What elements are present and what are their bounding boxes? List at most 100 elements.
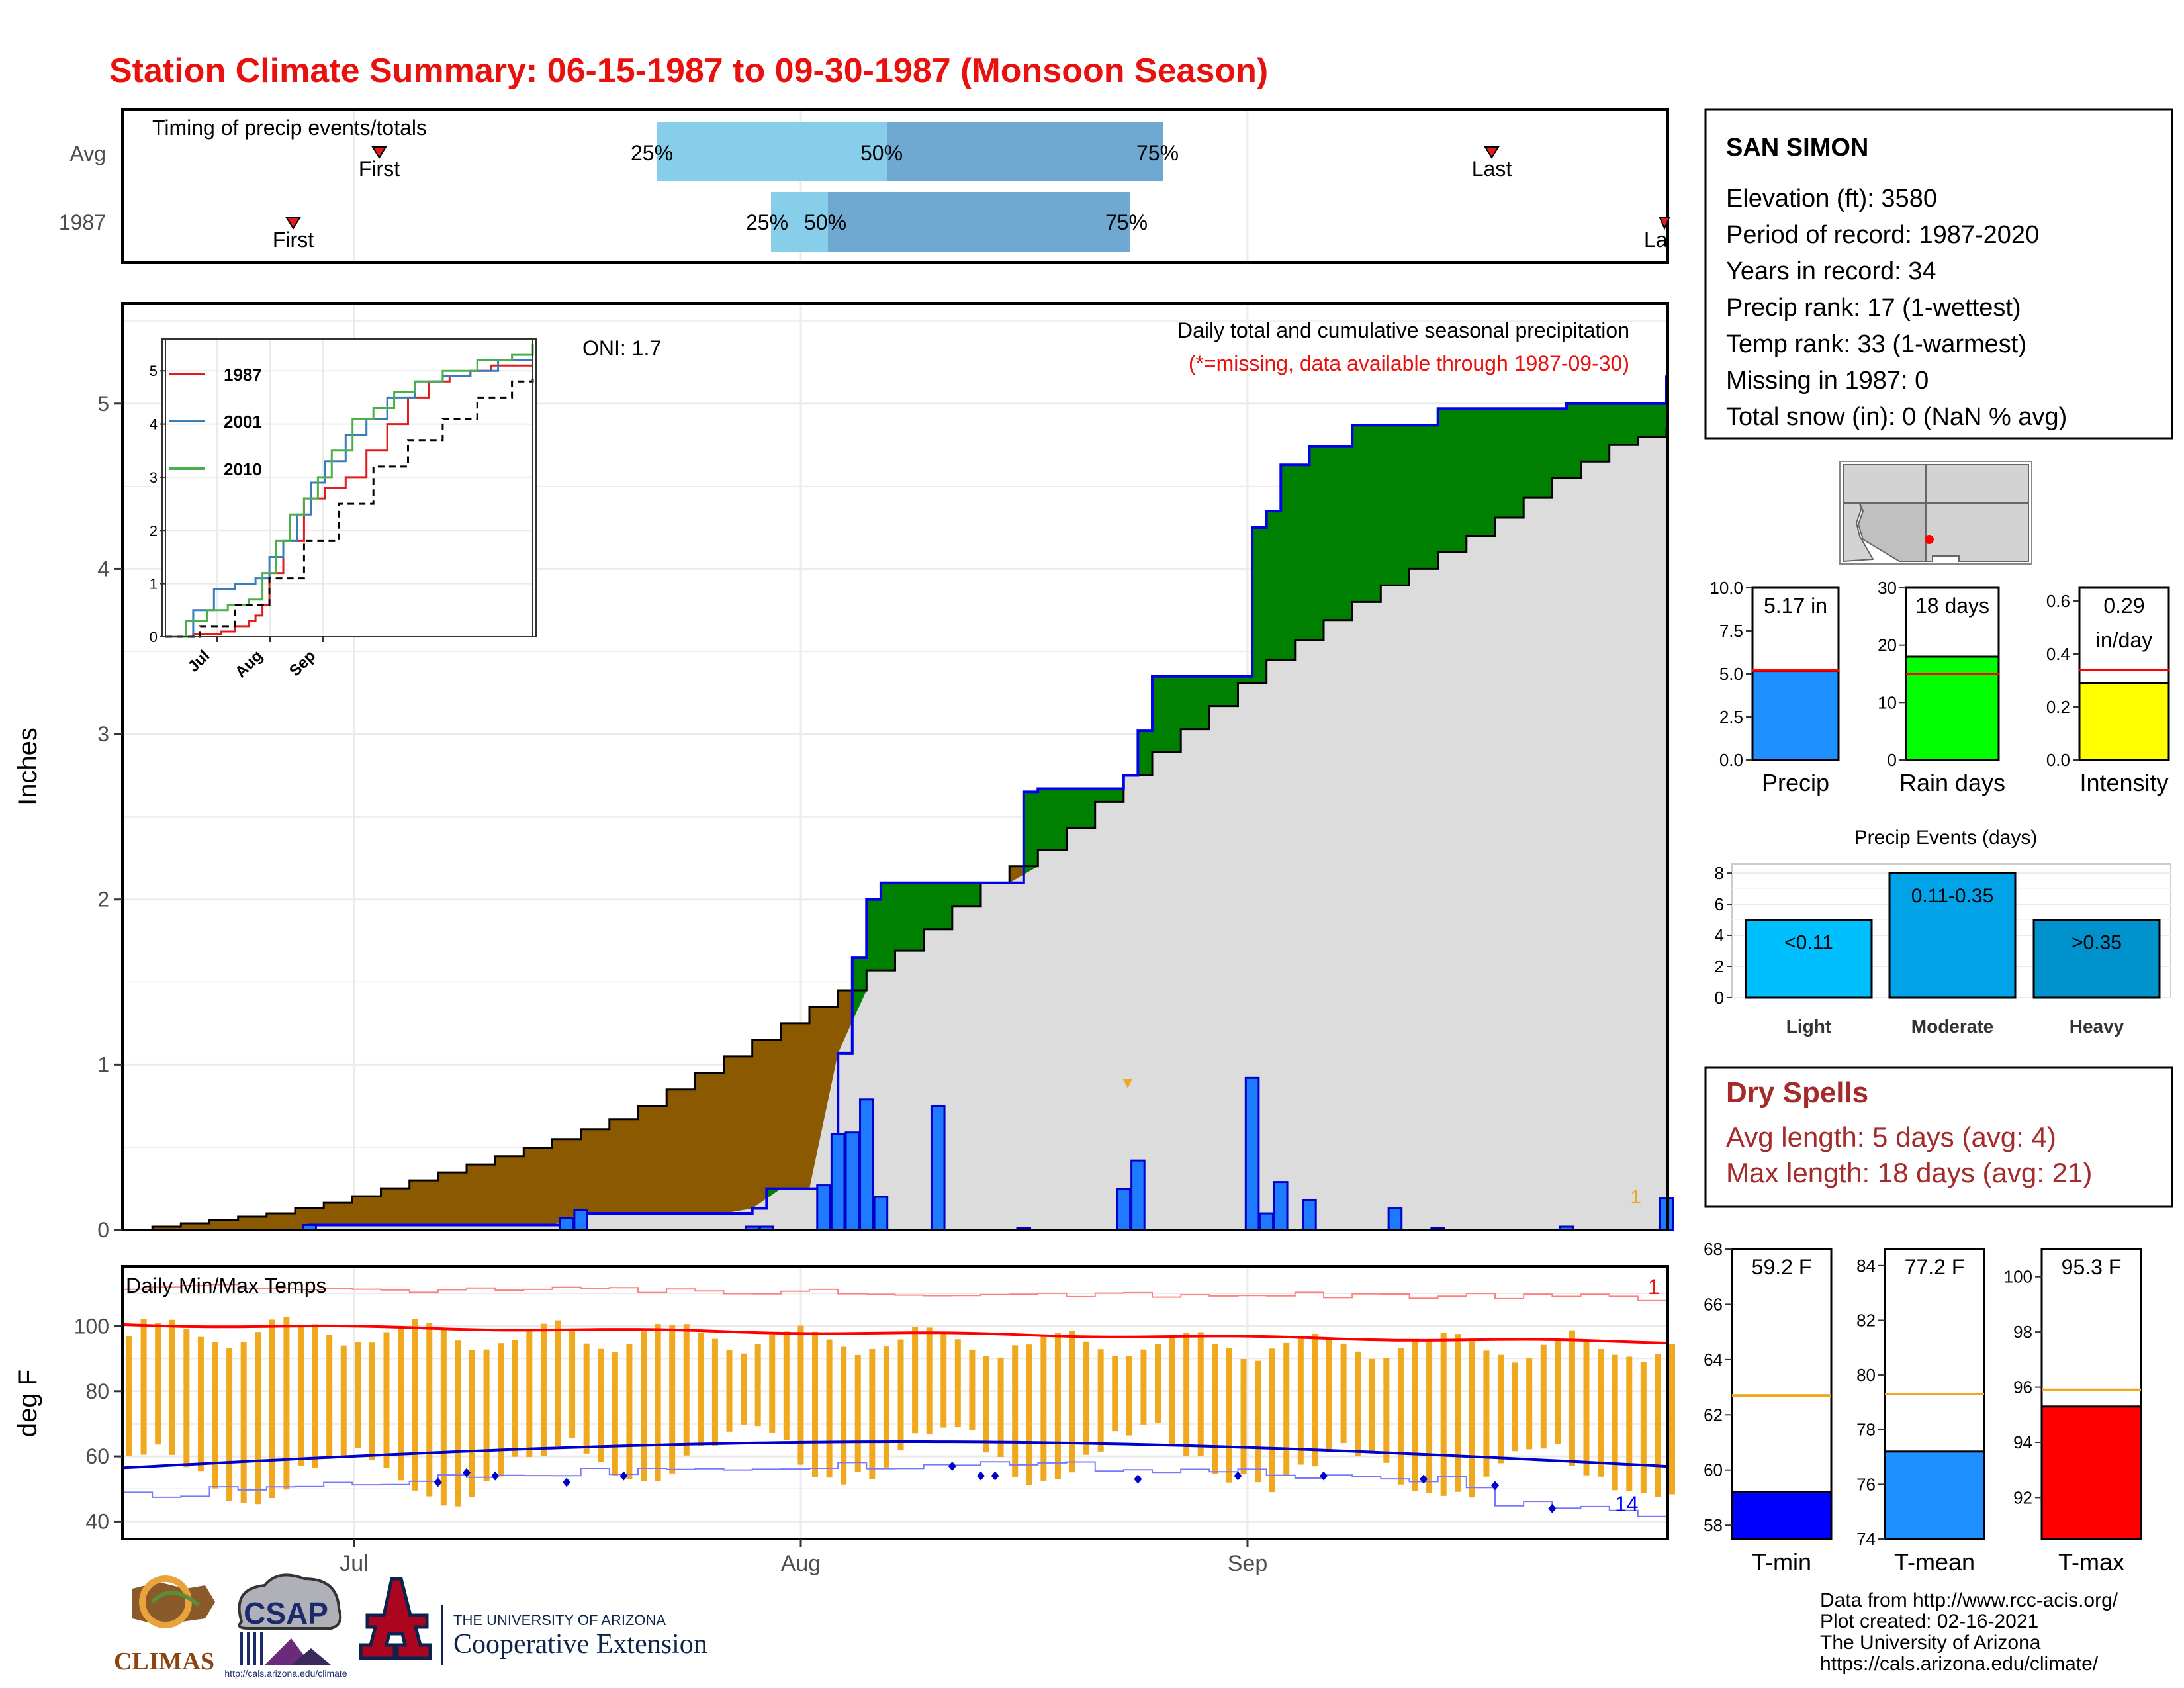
events-y-label: 8: [1715, 863, 1724, 883]
precip-y-label: Inches: [13, 727, 42, 806]
daily-temp-bar: [512, 1339, 518, 1457]
rain-days-value-bar: [1905, 655, 2000, 761]
inset-line-avg: [165, 376, 534, 638]
page-title: Station Climate Summary: 06-15-1987 to 0…: [109, 52, 1268, 90]
record-low-marker: [1320, 1471, 1328, 1481]
avg-last-label: Last: [1472, 157, 1512, 181]
ua-big-text: Cooperative Extension: [453, 1629, 707, 1660]
tmax-value-bar: [2040, 1405, 2142, 1540]
daily-temp-bar: [1355, 1351, 1361, 1457]
daily-temp-bar: [698, 1333, 704, 1446]
record-low-line: [124, 1461, 1667, 1517]
dry-spells-title: Dry Spells: [1726, 1076, 1868, 1109]
events-bar: [1888, 872, 2017, 999]
daily-temp-bar: [612, 1352, 618, 1476]
daily-temp-bar: [655, 1324, 661, 1481]
tmin-y-label: 62: [1704, 1405, 1723, 1425]
daily-temp-bar: [1040, 1336, 1047, 1481]
temp-y-tick-label: 80: [85, 1380, 109, 1403]
daily-temp-bar: [1455, 1334, 1461, 1492]
tmin-y-label: 66: [1704, 1294, 1723, 1314]
daily-precip-bar: [816, 1184, 831, 1231]
inset-line-2010: [165, 344, 534, 638]
daily-precip-bar: [1387, 1207, 1403, 1231]
y-tick-label: 5: [97, 392, 109, 416]
daily-temp-bar: [1169, 1338, 1175, 1444]
daily-precip-bar: [1244, 1076, 1260, 1231]
record-low-marker: [491, 1471, 500, 1481]
csap-url: http://cals.arizona.edu/climate: [224, 1668, 347, 1679]
precip-total-y-label: 2.5: [1719, 707, 1743, 727]
tmin-category-label: T-min: [1752, 1548, 1811, 1575]
daily-temp-bar: [126, 1336, 132, 1456]
daily-temp-bar: [1426, 1339, 1433, 1493]
ua-block-a: [359, 1577, 432, 1660]
daily-temp-bar: [669, 1325, 676, 1474]
y-tick-label: 3: [97, 722, 109, 746]
daily-temp-bar: [169, 1319, 175, 1455]
daily-temp-bar: [1255, 1360, 1261, 1483]
precip-total-y-label: 7.5: [1719, 621, 1743, 641]
climas-logo[interactable]: CLIMAS: [114, 1575, 215, 1675]
record-low-marker: [1420, 1474, 1428, 1484]
temp-y-label: deg F: [13, 1370, 42, 1437]
station-name: SAN SIMON: [1726, 134, 1868, 162]
y-tick-label: 1: [97, 1053, 109, 1076]
daily-temp-bar: [1054, 1333, 1061, 1479]
timing-row-avg: Avg: [69, 142, 106, 165]
csap-wordmark: CSAP: [244, 1596, 328, 1630]
timing-header: Timing of precip events/totals: [152, 116, 427, 140]
tmean-value-label: 77.2 F: [1905, 1255, 1965, 1279]
daily-temp-bar: [1240, 1358, 1247, 1474]
daily-temp-bar: [1297, 1338, 1304, 1465]
events-bar-label: 0.11-0.35: [1911, 885, 1994, 907]
daily-temp-bar: [1112, 1356, 1118, 1432]
ua-logo[interactable]: THE UNIVERSITY OF ARIZONA Cooperative Ex…: [359, 1577, 707, 1665]
temp-lines: [123, 1284, 1667, 1517]
dry-spells-max: Max length: 18 days (avg: 21): [1726, 1157, 2092, 1188]
daily-precip-bar: [1273, 1181, 1289, 1231]
daily-temp-bar: [369, 1342, 375, 1460]
events-y-label: 6: [1715, 894, 1724, 914]
station-line: Years in record: 34: [1726, 258, 1936, 285]
daily-temp-bar: [1483, 1350, 1490, 1477]
intensity-y-label: 0.4: [2046, 644, 2070, 664]
ua-small-text: THE UNIVERSITY OF ARIZONA: [453, 1612, 666, 1628]
x-tick-jul: Jul: [340, 1551, 368, 1576]
temp-y-tick-label: 60: [85, 1444, 109, 1468]
daily-temp-bar: [741, 1353, 747, 1425]
temp-panel: 40 60 80 100 Daily Min/Max Temps 1 14 deg F…: [13, 1265, 1675, 1576]
tmax-y-label: 94: [2013, 1432, 2032, 1452]
daily-temp-bar: [1640, 1362, 1647, 1493]
legend-1987: 1987: [224, 365, 262, 385]
cumulative-areas: [124, 375, 1668, 1231]
legend-2001: 2001: [224, 412, 262, 432]
precip-count-note: 1: [1630, 1186, 1641, 1208]
daily-temp-bar: [1269, 1348, 1275, 1493]
legend-2010: 2010: [224, 459, 262, 479]
csap-logo[interactable]: CSAP http://cals.arizona.edu/climate: [224, 1573, 347, 1679]
season-totals-charts: 5.17 in 0.0 2.5 5.0 7.5 10.0 Precip 18 days 0 10 2…: [1709, 578, 2170, 796]
temp-count-high: 1: [1648, 1275, 1660, 1299]
station-line: Missing in 1987: 0: [1726, 367, 1929, 395]
daily-temp-bar: [340, 1345, 347, 1456]
station-line: Precip rank: 17 (1-wettest): [1726, 294, 2021, 322]
station-info-box: SAN SIMON Elevation (ft): 3580 Period of…: [1704, 108, 2173, 440]
daily-temp-bar: [1197, 1332, 1204, 1456]
daily-precip-bar: [930, 1105, 946, 1231]
footer-line: Data from http://www.rcc-acis.org/: [1820, 1589, 2118, 1611]
events-title: Precip Events (days): [1854, 827, 2038, 849]
temp-y-tick-label: 40: [85, 1509, 109, 1533]
events-bar: [2032, 919, 2161, 999]
tmean-value-bar: [1884, 1450, 1985, 1540]
daily-temp-bar: [526, 1330, 533, 1458]
daily-temp-bar: [683, 1324, 690, 1456]
y1987-q75-label: 75%: [1105, 211, 1148, 234]
daily-temp-bar: [926, 1327, 933, 1435]
daily-temp-bar: [1097, 1349, 1104, 1452]
rain-days-y-label: 30: [1878, 578, 1897, 598]
daily-temp-bar: [1140, 1349, 1147, 1425]
daily-temp-bar: [1612, 1354, 1618, 1491]
